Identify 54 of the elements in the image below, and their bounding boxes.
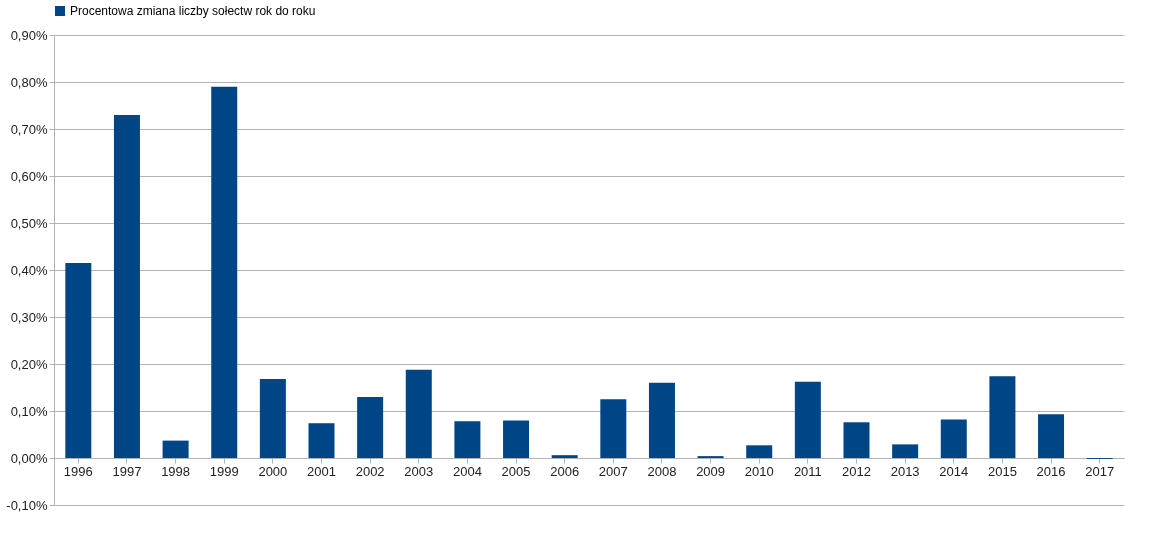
x-tick-label: 2007 [598,463,628,479]
x-tick-label: 2011 [793,463,822,479]
y-tick-label: -0,10% [6,497,48,513]
x-tick-label: 1999 [209,463,239,479]
x-tick-label: 2006 [550,463,580,479]
bar [308,423,335,458]
bar [648,382,675,458]
x-tick-label: 2016 [1036,463,1066,479]
x-tick-label: 2002 [355,463,385,479]
bar [551,455,578,458]
y-tick-label: 0,40% [10,262,48,278]
bar [211,86,238,458]
y-tick-label: 0,30% [10,309,48,325]
x-tick-label: 2010 [744,463,774,479]
bar [1038,414,1065,458]
y-tick-label: 0,00% [10,450,48,466]
bar [746,445,773,458]
x-tick-label: 1996 [63,463,93,479]
x-tick-label: 2009 [696,463,726,479]
legend-label: Procentowa zmiana liczby sołectw rok do roku [70,4,316,18]
x-tick-label: 2005 [501,463,531,479]
bar [892,444,919,458]
x-tick-label: 2014 [939,463,969,479]
y-tick-label: 0,60% [10,168,48,184]
x-tick-label: 2001 [307,463,336,479]
x-tick-label: 1997 [112,463,142,479]
y-tick-label: 0,80% [10,74,48,90]
y-tick-label: 0,10% [10,403,48,419]
x-tick-label: 2012 [842,463,871,479]
x-tick-label: 1998 [161,463,191,479]
x-tick-label: 2015 [987,463,1017,479]
y-tick-label: 0,70% [10,121,48,137]
bar [843,422,870,458]
y-tick-label: 0,50% [10,215,48,231]
x-tick-label: 2000 [258,463,288,479]
bar [503,420,530,458]
bar [113,114,140,458]
bar [162,440,189,458]
bar [454,421,481,458]
x-tick-label: 2003 [404,463,434,479]
bar [989,376,1016,458]
bar [794,381,821,458]
bar [940,419,967,458]
x-tick-label: 2017 [1085,463,1115,479]
bar [405,369,432,458]
y-tick-label: 0,20% [10,356,48,372]
bar [259,379,286,458]
x-tick-label: 2013 [890,463,920,479]
bar [65,262,92,458]
x-tick-label: 2004 [452,463,482,479]
bar [357,396,384,458]
bar [600,399,627,458]
y-tick-label: 0,90% [10,27,48,43]
x-tick-label: 2008 [647,463,677,479]
